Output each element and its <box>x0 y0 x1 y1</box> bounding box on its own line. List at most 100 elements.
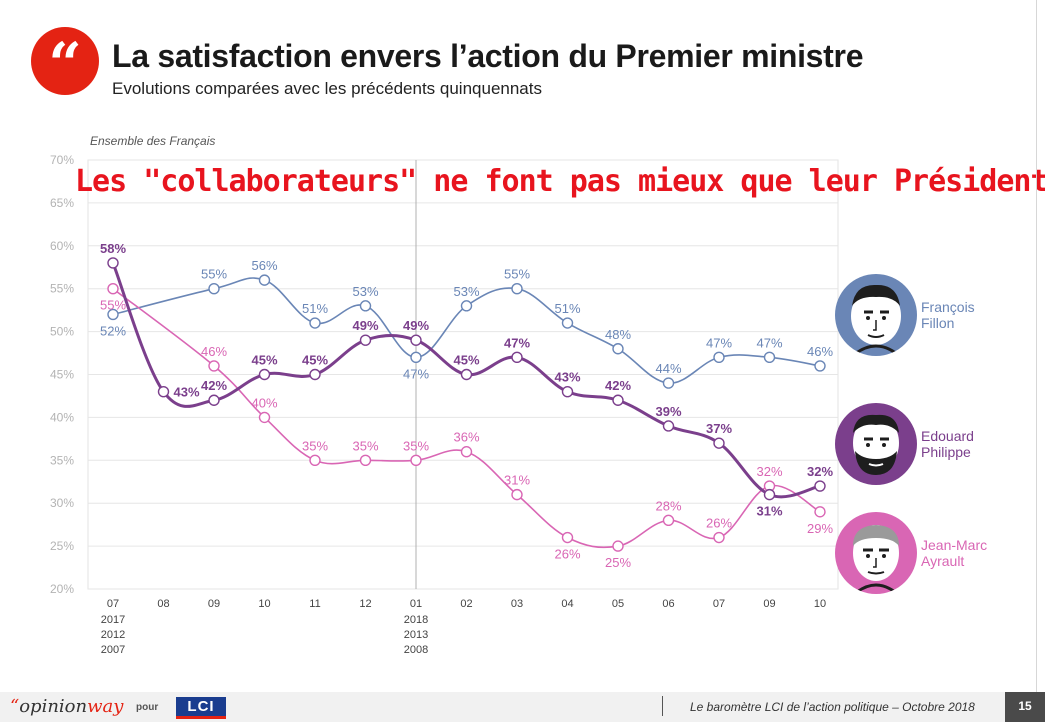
series-2-label-12: 26% <box>706 516 732 531</box>
series-2-point-8 <box>511 488 523 501</box>
series-line-2 <box>112 288 821 549</box>
series-0-label-0: 52% <box>100 323 126 338</box>
y-tick-label-45: 45% <box>50 368 74 382</box>
series-0-point-14 <box>814 360 826 372</box>
series-1-label-14: 32% <box>807 464 833 479</box>
series-2-label-11: 28% <box>655 498 681 513</box>
series-1-point-6 <box>410 334 422 346</box>
x-sublabel-6-0: 2018 <box>404 614 428 626</box>
x-tick-label-13: 09 <box>763 598 775 610</box>
series-1-label-0: 58% <box>100 241 126 256</box>
series-1-label-5: 49% <box>352 318 378 333</box>
page-number-box <box>1005 692 1045 722</box>
population-label: Ensemble des Français <box>90 134 216 148</box>
series-0-point-11 <box>662 377 675 389</box>
x-sublabel-6-2: 2008 <box>404 644 428 656</box>
series-1-point-4 <box>309 368 321 381</box>
series-2-label-13: 32% <box>756 464 782 479</box>
series-0-point-10 <box>612 343 624 355</box>
x-tick-label-10: 05 <box>612 598 624 610</box>
series-1-label-13: 31% <box>756 504 782 519</box>
legend-item-ayrault: Jean-Marc Ayrault <box>835 512 1035 596</box>
series-2-label-0: 55% <box>100 298 126 313</box>
series-0-label-5: 53% <box>352 284 378 299</box>
series-2-label-2: 46% <box>201 344 227 359</box>
x-tick-label-6: 01 <box>410 598 422 610</box>
series-1-point-3 <box>258 368 271 381</box>
quote-icon: “ <box>31 27 99 95</box>
series-1-label-3: 45% <box>251 353 277 368</box>
y-tick-label-65: 65% <box>50 196 74 210</box>
series-0-point-6 <box>410 351 422 364</box>
series-0-label-6: 47% <box>403 366 429 381</box>
legend-name-philippe: Edouard Philippe <box>921 428 1031 460</box>
legend-name-philippe-line2: Philippe <box>921 444 971 460</box>
x-tick-label-1: 08 <box>157 598 169 610</box>
y-tick-label-70: 70% <box>50 153 74 167</box>
x-tick-label-12: 07 <box>713 598 725 610</box>
x-tick-label-0: 07 <box>107 598 119 610</box>
page-subtitle: Evolutions comparées avec les précédents… <box>112 79 542 98</box>
footer: “opinionway pour LCI Le baromètre LCI de… <box>0 692 1045 722</box>
series-1-point-10 <box>612 394 624 406</box>
opinionway-logo-text2: way <box>87 696 124 717</box>
series-0-point-7 <box>460 300 473 312</box>
series-0-point-12 <box>713 351 725 364</box>
series-1-point-8 <box>511 351 523 364</box>
footer-pour: pour <box>136 702 159 713</box>
series-1-label-10: 42% <box>605 378 631 393</box>
series-0-label-10: 48% <box>605 327 631 342</box>
x-tick-label-9: 04 <box>561 598 573 610</box>
series-0-point-0 <box>107 308 119 321</box>
satisfaction-line-chart: 20% 25% 30% 35% 40% 45% 50% 55% 60% 65% 70% 07 08 09 1… <box>50 153 839 656</box>
series-1-label-11: 39% <box>655 404 681 419</box>
series-2-label-7: 36% <box>453 430 479 445</box>
series-0-label-14: 46% <box>807 344 833 359</box>
series-2-point-4 <box>309 454 321 466</box>
y-tick-label-25: 25% <box>50 539 74 553</box>
series-0-point-5 <box>359 300 372 312</box>
series-0-label-11: 44% <box>655 361 681 376</box>
y-tick-label-30: 30% <box>50 496 74 510</box>
series-2-point-3 <box>258 411 271 424</box>
series-0-label-12: 47% <box>706 335 732 350</box>
series-2-point-12 <box>713 531 725 544</box>
avatar-philippe-icon <box>835 403 917 485</box>
series-1-point-11 <box>662 420 675 432</box>
series-2-point-5 <box>359 454 372 466</box>
series-0-point-4 <box>309 317 321 329</box>
opinionway-logo: “opinionway <box>10 696 123 717</box>
series-2-point-7 <box>460 446 473 458</box>
series-1-point-0 <box>107 257 119 269</box>
x-tick-label-7: 02 <box>460 598 472 610</box>
annotation-text: Les "collaborateurs" ne font pas mieux q… <box>75 164 1045 199</box>
series-2-label-10: 25% <box>605 555 631 570</box>
x-tick-label-3: 10 <box>258 598 270 610</box>
series-2-label-3: 40% <box>251 395 277 410</box>
series-1-point-7 <box>460 368 473 381</box>
series-2-label-9: 26% <box>554 547 580 562</box>
x-sublabel-0-0: 2017 <box>101 614 125 626</box>
avatar-ayrault-icon <box>835 512 917 594</box>
series-1-point-13 <box>763 488 776 501</box>
opinionway-logo-mark: “ <box>10 696 20 717</box>
footer-divider <box>662 696 663 716</box>
series-0-point-8 <box>511 283 523 295</box>
series-2-point-6 <box>410 454 422 466</box>
opinionway-logo-text1: opinion <box>19 696 88 717</box>
series-2-label-14: 29% <box>807 521 833 536</box>
right-divider <box>1036 0 1037 692</box>
x-tick-label-2: 09 <box>208 598 220 610</box>
series-1-point-5 <box>359 334 372 346</box>
page-title: La satisfaction envers l’action du Premi… <box>112 38 864 74</box>
x-sublabel-0-2: 2007 <box>101 644 125 656</box>
y-tick-label-55: 55% <box>50 282 74 296</box>
series-0-label-4: 51% <box>302 301 328 316</box>
x-tick-label-5: 12 <box>359 598 371 610</box>
series-0-label-2: 55% <box>201 267 227 282</box>
series-2-point-14 <box>814 506 826 518</box>
series-1-label-6: 49% <box>403 318 429 333</box>
series-0-point-2 <box>208 283 220 295</box>
x-sublabel-0-1: 2012 <box>101 629 125 641</box>
